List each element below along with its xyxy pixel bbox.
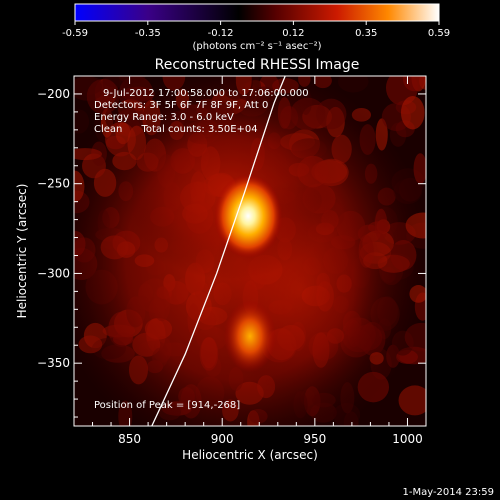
y-axis-label: Heliocentric Y (arcsec) <box>15 184 29 319</box>
x-tick-label: 850 <box>118 432 141 446</box>
flare-source-lower <box>224 300 276 373</box>
plot-frame <box>73 75 427 427</box>
annotation-detectors: Detectors: 3F 5F 6F 7F 8F 9F, Att 0 <box>94 100 268 111</box>
y-tick-label: −200 <box>37 87 70 101</box>
colorbar-tick-label: 0.35 <box>355 28 377 39</box>
colorbar <box>74 3 440 22</box>
x-axis-label: Heliocentric X (arcsec) <box>182 448 318 462</box>
peak-position-label: Position of Peak = [914,-268] <box>94 400 240 411</box>
x-tick-label: 950 <box>303 432 326 446</box>
annotation-time: 9-Jul-2012 17:00:58.000 to 17:06:00.000 <box>103 88 309 99</box>
y-tick-label: −300 <box>37 266 70 280</box>
annotation-clean: Clean Total counts: 3.50E+04 <box>94 124 258 135</box>
colorbar-tick-label: -0.35 <box>135 28 161 39</box>
colorbar-tick-label: -0.12 <box>208 28 234 39</box>
colorbar-tick-label: -0.59 <box>62 28 88 39</box>
x-tick-label: 900 <box>211 432 234 446</box>
axes: 850 900 950 1000 −200 −250 −300 −350 <box>37 75 426 446</box>
solar-limb-curve <box>151 76 286 426</box>
colorbar-ticks: -0.59 -0.35 -0.12 0.12 0.35 0.59 <box>62 21 450 39</box>
heatmap-image <box>74 76 426 426</box>
annotation-energy: Energy Range: 3.0 - 6.0 keV <box>94 112 234 123</box>
colorbar-unit-label: (photons cm⁻² s⁻¹ asec⁻²) <box>192 41 321 52</box>
y-tick-label: −350 <box>37 356 70 370</box>
flare-source-bright <box>214 174 283 258</box>
chart-title: Reconstructed RHESSI Image <box>155 57 360 73</box>
footer-date: 1-May-2014 23:59 <box>402 487 494 498</box>
colorbar-tick-label: 0.59 <box>428 28 450 39</box>
colorbar-tick-label: 0.12 <box>282 28 304 39</box>
x-tick-label: 1000 <box>392 432 423 446</box>
y-tick-label: −250 <box>37 177 70 191</box>
